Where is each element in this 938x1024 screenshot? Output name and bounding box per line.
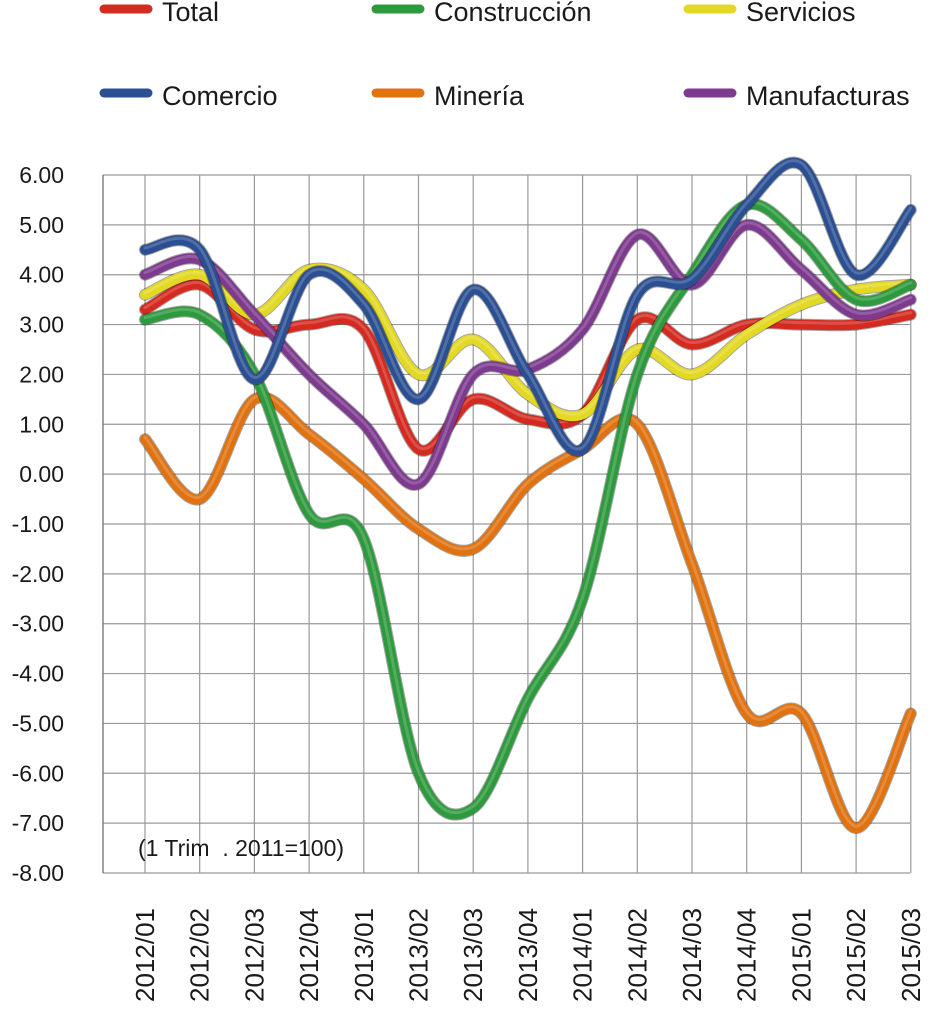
series-highlight-comercio bbox=[143, 159, 913, 451]
x-tick-label: 2012/01 bbox=[130, 908, 160, 1002]
x-tick-label: 2014/03 bbox=[677, 908, 707, 1002]
y-tick-label: 4.00 bbox=[19, 262, 64, 288]
y-tick-label: 2.00 bbox=[19, 361, 64, 387]
x-tick-label: 2012/04 bbox=[294, 908, 324, 1002]
legend-label-mineria: Minería bbox=[434, 81, 525, 111]
x-tick-label: 2015/03 bbox=[896, 908, 926, 1002]
y-tick-label: 1.00 bbox=[19, 411, 64, 437]
x-tick-label: 2014/02 bbox=[622, 908, 652, 1002]
legend: Total Construcción Servicios Comercio Minerí… bbox=[99, 0, 910, 111]
series-highlight-servicios bbox=[143, 265, 913, 416]
legend-label-total: Total bbox=[162, 0, 219, 27]
x-tick-label: 2015/02 bbox=[841, 908, 871, 1002]
x-axis: 2012/01 2012/02 2012/03 2012/04 2013/01 2013/… bbox=[130, 908, 926, 1002]
series-group bbox=[139, 156, 917, 835]
y-tick-label: -4.00 bbox=[12, 661, 64, 687]
y-axis: 6.00 5.00 4.00 3.00 2.00 1.00 0.00 -1.00 -2.00 -3… bbox=[12, 162, 64, 886]
legend-label-comercio: Comercio bbox=[162, 81, 278, 111]
x-tick-label: 2014/04 bbox=[732, 908, 762, 1002]
legend-label-servicios: Servicios bbox=[746, 0, 856, 27]
series-line-servicios bbox=[140, 263, 916, 422]
y-tick-label: -8.00 bbox=[12, 860, 64, 886]
y-tick-label: -1.00 bbox=[12, 511, 64, 537]
x-tick-label: 2013/02 bbox=[404, 908, 434, 1002]
x-tick-label: 2013/04 bbox=[513, 908, 543, 1002]
legend-label-construccion: Construcción bbox=[434, 0, 592, 27]
legend-label-manufacturas: Manufacturas bbox=[746, 81, 910, 111]
chart-annotation: (1 Trim . 2011=100) bbox=[138, 835, 344, 861]
x-tick-label: 2015/01 bbox=[786, 908, 816, 1002]
x-tick-label: 2013/03 bbox=[458, 908, 488, 1002]
y-tick-label: 5.00 bbox=[19, 212, 64, 238]
y-tick-label: -3.00 bbox=[12, 611, 64, 637]
x-tick-label: 2013/01 bbox=[349, 908, 379, 1002]
x-tick-label: 2012/02 bbox=[185, 908, 215, 1002]
y-tick-label: 6.00 bbox=[19, 162, 64, 188]
y-tick-label: -7.00 bbox=[12, 810, 64, 836]
series-line-construccion bbox=[140, 199, 916, 820]
y-tick-label: -6.00 bbox=[12, 760, 64, 786]
y-tick-label: -2.00 bbox=[12, 561, 64, 587]
y-tick-label: 3.00 bbox=[19, 312, 64, 338]
x-tick-label: 2014/01 bbox=[568, 908, 598, 1002]
series-line-comercio bbox=[140, 157, 916, 456]
y-tick-label: 0.00 bbox=[19, 461, 64, 487]
y-tick-label: -5.00 bbox=[12, 710, 64, 736]
x-tick-label: 2012/03 bbox=[239, 908, 269, 1002]
